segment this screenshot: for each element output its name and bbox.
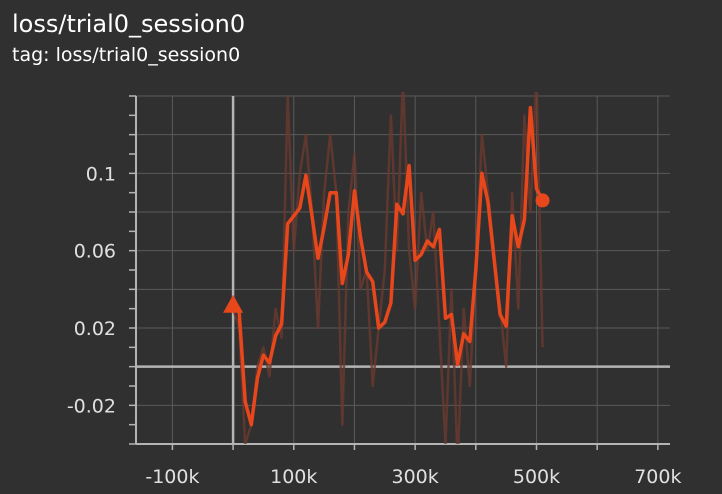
y-tick-label: -0.02 <box>67 395 116 417</box>
x-tick-label: 700k <box>634 466 681 488</box>
start-triangle-marker <box>223 294 244 313</box>
x-tick-label: 500k <box>513 466 560 488</box>
x-tick-label: -100k <box>145 466 199 488</box>
y-tick-label: 0.1 <box>86 163 116 185</box>
tick-label-layer: -100k 100k 300k 500k 700k -0.02 0.02 0.06 0.1 <box>67 163 682 488</box>
series-layer <box>223 92 550 444</box>
y-tick-label: 0.06 <box>74 241 116 263</box>
axis-layer <box>129 95 670 450</box>
chart-tag-subtitle: tag: loss/trial0_session0 <box>12 44 241 66</box>
x-tick-label: 300k <box>391 466 438 488</box>
chart-title: loss/trial0_session0 <box>12 10 246 38</box>
smoothed-loss-line <box>231 105 545 427</box>
grid-layer <box>136 95 670 445</box>
end-circle-marker <box>535 193 550 208</box>
y-tick-label: 0.02 <box>74 318 116 340</box>
x-tick-label: 100k <box>270 466 317 488</box>
